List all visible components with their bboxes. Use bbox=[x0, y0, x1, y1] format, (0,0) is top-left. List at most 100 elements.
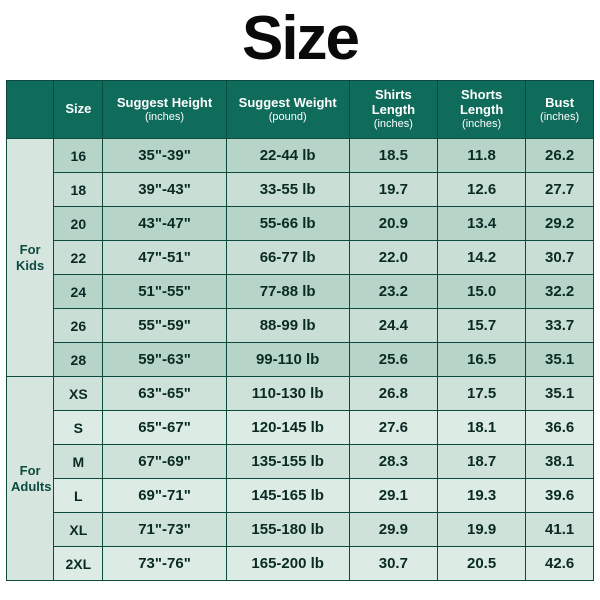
cell-size: 20 bbox=[54, 207, 103, 241]
cell-shirt: 28.3 bbox=[349, 445, 437, 479]
table-row: 2859"-63"99-110 lb25.616.535.1 bbox=[7, 343, 594, 377]
cell-weight: 55-66 lb bbox=[226, 207, 349, 241]
table-row: ForAdultsXS63"-65"110-130 lb26.817.535.1 bbox=[7, 377, 594, 411]
size-table: Size Suggest Height (inches) Suggest Wei… bbox=[6, 80, 594, 581]
cell-bust: 33.7 bbox=[526, 309, 594, 343]
cell-short: 18.7 bbox=[437, 445, 525, 479]
cell-size: M bbox=[54, 445, 103, 479]
cell-shirt: 18.5 bbox=[349, 139, 437, 173]
cell-size: 26 bbox=[54, 309, 103, 343]
cell-shirt: 20.9 bbox=[349, 207, 437, 241]
cell-size: 2XL bbox=[54, 547, 103, 581]
cell-size: 22 bbox=[54, 241, 103, 275]
cell-height: 59"-63" bbox=[103, 343, 226, 377]
cell-height: 35"-39" bbox=[103, 139, 226, 173]
cell-weight: 88-99 lb bbox=[226, 309, 349, 343]
table-row: 1839"-43"33-55 lb19.712.627.7 bbox=[7, 173, 594, 207]
cell-size: 28 bbox=[54, 343, 103, 377]
cell-weight: 155-180 lb bbox=[226, 513, 349, 547]
cell-weight: 165-200 lb bbox=[226, 547, 349, 581]
cell-height: 67"-69" bbox=[103, 445, 226, 479]
page-title: Size bbox=[6, 8, 594, 70]
cell-short: 18.1 bbox=[437, 411, 525, 445]
cell-shirt: 24.4 bbox=[349, 309, 437, 343]
table-row: ForKids1635"-39"22-44 lb18.511.826.2 bbox=[7, 139, 594, 173]
cell-size: XL bbox=[54, 513, 103, 547]
table-row: M67"-69"135-155 lb28.318.738.1 bbox=[7, 445, 594, 479]
header-corner bbox=[7, 81, 54, 139]
cell-weight: 145-165 lb bbox=[226, 479, 349, 513]
cell-height: 55"-59" bbox=[103, 309, 226, 343]
cell-bust: 26.2 bbox=[526, 139, 594, 173]
cell-height: 73"-76" bbox=[103, 547, 226, 581]
cell-weight: 110-130 lb bbox=[226, 377, 349, 411]
group-kids: ForKids bbox=[7, 139, 54, 377]
cell-bust: 32.2 bbox=[526, 275, 594, 309]
cell-short: 13.4 bbox=[437, 207, 525, 241]
cell-bust: 27.7 bbox=[526, 173, 594, 207]
cell-weight: 33-55 lb bbox=[226, 173, 349, 207]
cell-bust: 29.2 bbox=[526, 207, 594, 241]
cell-weight: 99-110 lb bbox=[226, 343, 349, 377]
table-row: L69"-71"145-165 lb29.119.339.6 bbox=[7, 479, 594, 513]
cell-short: 19.9 bbox=[437, 513, 525, 547]
cell-shirt: 29.1 bbox=[349, 479, 437, 513]
table-body: ForKids1635"-39"22-44 lb18.511.826.21839… bbox=[7, 139, 594, 581]
cell-shirt: 27.6 bbox=[349, 411, 437, 445]
cell-short: 14.2 bbox=[437, 241, 525, 275]
cell-weight: 77-88 lb bbox=[226, 275, 349, 309]
cell-short: 19.3 bbox=[437, 479, 525, 513]
cell-size: XS bbox=[54, 377, 103, 411]
cell-height: 43"-47" bbox=[103, 207, 226, 241]
cell-bust: 36.6 bbox=[526, 411, 594, 445]
table-header-row: Size Suggest Height (inches) Suggest Wei… bbox=[7, 81, 594, 139]
cell-height: 69"-71" bbox=[103, 479, 226, 513]
cell-height: 39"-43" bbox=[103, 173, 226, 207]
cell-short: 15.7 bbox=[437, 309, 525, 343]
cell-height: 63"-65" bbox=[103, 377, 226, 411]
cell-shirt: 26.8 bbox=[349, 377, 437, 411]
cell-short: 11.8 bbox=[437, 139, 525, 173]
cell-height: 71"-73" bbox=[103, 513, 226, 547]
cell-shirt: 29.9 bbox=[349, 513, 437, 547]
cell-shirt: 22.0 bbox=[349, 241, 437, 275]
cell-size: 16 bbox=[54, 139, 103, 173]
header-short: Shorts Length (inches) bbox=[437, 81, 525, 139]
group-adults: ForAdults bbox=[7, 377, 54, 581]
header-height: Suggest Height (inches) bbox=[103, 81, 226, 139]
table-row: XL71"-73"155-180 lb29.919.941.1 bbox=[7, 513, 594, 547]
cell-bust: 35.1 bbox=[526, 343, 594, 377]
table-row: S65"-67"120-145 lb27.618.136.6 bbox=[7, 411, 594, 445]
cell-shirt: 30.7 bbox=[349, 547, 437, 581]
table-row: 2451"-55"77-88 lb23.215.032.2 bbox=[7, 275, 594, 309]
header-shirt: Shirts Length (inches) bbox=[349, 81, 437, 139]
cell-shirt: 23.2 bbox=[349, 275, 437, 309]
cell-short: 17.5 bbox=[437, 377, 525, 411]
cell-bust: 38.1 bbox=[526, 445, 594, 479]
cell-bust: 30.7 bbox=[526, 241, 594, 275]
cell-short: 20.5 bbox=[437, 547, 525, 581]
cell-shirt: 19.7 bbox=[349, 173, 437, 207]
cell-height: 47"-51" bbox=[103, 241, 226, 275]
cell-weight: 22-44 lb bbox=[226, 139, 349, 173]
cell-short: 16.5 bbox=[437, 343, 525, 377]
cell-bust: 39.6 bbox=[526, 479, 594, 513]
table-row: 2XL73"-76"165-200 lb30.720.542.6 bbox=[7, 547, 594, 581]
table-row: 2247"-51"66-77 lb22.014.230.7 bbox=[7, 241, 594, 275]
table-row: 2655"-59"88-99 lb24.415.733.7 bbox=[7, 309, 594, 343]
cell-bust: 42.6 bbox=[526, 547, 594, 581]
header-size: Size bbox=[54, 81, 103, 139]
cell-height: 65"-67" bbox=[103, 411, 226, 445]
cell-weight: 135-155 lb bbox=[226, 445, 349, 479]
header-weight: Suggest Weight (pound) bbox=[226, 81, 349, 139]
cell-bust: 35.1 bbox=[526, 377, 594, 411]
cell-shirt: 25.6 bbox=[349, 343, 437, 377]
cell-short: 15.0 bbox=[437, 275, 525, 309]
cell-size: 18 bbox=[54, 173, 103, 207]
cell-size: 24 bbox=[54, 275, 103, 309]
cell-size: S bbox=[54, 411, 103, 445]
cell-short: 12.6 bbox=[437, 173, 525, 207]
table-row: 2043"-47"55-66 lb20.913.429.2 bbox=[7, 207, 594, 241]
cell-bust: 41.1 bbox=[526, 513, 594, 547]
cell-size: L bbox=[54, 479, 103, 513]
